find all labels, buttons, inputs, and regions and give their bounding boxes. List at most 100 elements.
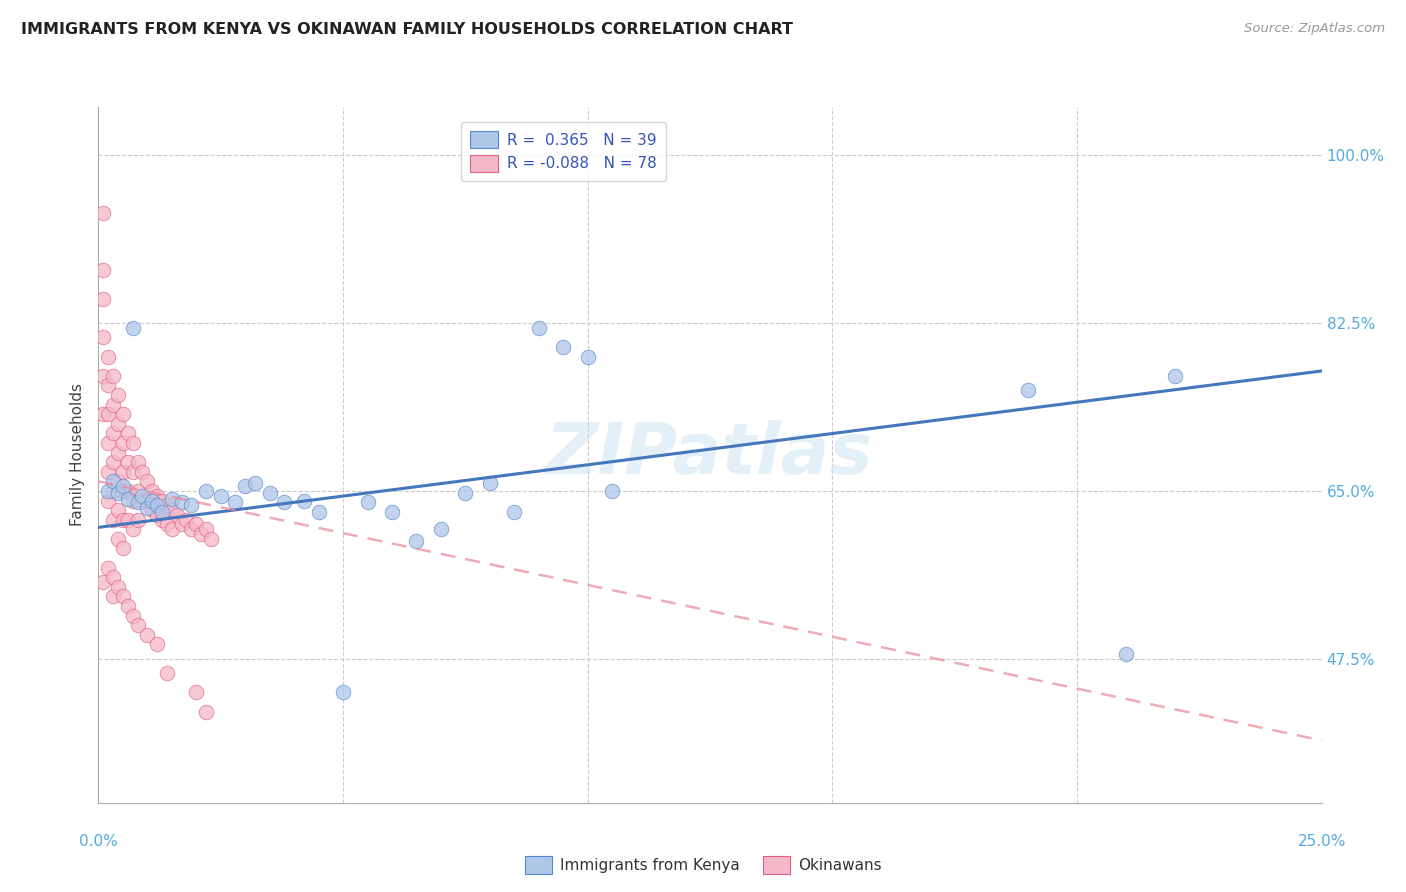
Point <box>141 503 163 517</box>
Point <box>146 498 169 512</box>
Point <box>111 541 134 556</box>
Point <box>91 368 114 383</box>
Point <box>107 388 129 402</box>
Text: IMMIGRANTS FROM KENYA VS OKINAWAN FAMILY HOUSEHOLDS CORRELATION CHART: IMMIGRANTS FROM KENYA VS OKINAWAN FAMILY… <box>21 22 793 37</box>
Point <box>150 513 173 527</box>
Point <box>176 513 198 527</box>
Point <box>111 513 134 527</box>
Point <box>600 483 623 498</box>
Point <box>111 407 134 421</box>
Point <box>141 483 163 498</box>
Point <box>156 666 179 681</box>
Point <box>170 495 193 509</box>
Point <box>97 483 120 498</box>
Point <box>146 637 169 651</box>
Point <box>356 495 378 509</box>
Text: Source: ZipAtlas.com: Source: ZipAtlas.com <box>1244 22 1385 36</box>
Point <box>117 491 139 506</box>
Point <box>1017 383 1039 397</box>
Point <box>195 522 218 536</box>
Point <box>121 320 143 334</box>
Point <box>186 685 208 699</box>
Point <box>131 465 153 479</box>
Point <box>117 455 139 469</box>
Point <box>111 465 134 479</box>
Point <box>101 513 124 527</box>
Point <box>107 475 129 489</box>
Point <box>160 491 183 506</box>
Point <box>1115 647 1137 661</box>
Point <box>107 417 129 431</box>
Point <box>97 350 120 364</box>
Y-axis label: Family Households: Family Households <box>70 384 86 526</box>
Point <box>195 483 218 498</box>
Point <box>107 532 129 546</box>
Point <box>91 263 114 277</box>
Point <box>91 292 114 306</box>
Point <box>200 532 222 546</box>
Legend: R =  0.365   N = 39, R = -0.088   N = 78: R = 0.365 N = 39, R = -0.088 N = 78 <box>461 121 665 181</box>
Point <box>243 476 266 491</box>
Point <box>166 508 188 522</box>
Point <box>136 493 159 508</box>
Point <box>121 608 143 623</box>
Text: 25.0%: 25.0% <box>1298 834 1346 849</box>
Point <box>121 522 143 536</box>
Point <box>259 485 281 500</box>
Point <box>454 485 477 500</box>
Point <box>1164 368 1187 383</box>
Point <box>195 705 218 719</box>
Point <box>308 505 330 519</box>
Point <box>91 575 114 590</box>
Point <box>180 498 202 512</box>
Point <box>127 618 149 632</box>
Point <box>430 522 453 536</box>
Point <box>127 483 149 498</box>
Point <box>107 580 129 594</box>
Point <box>121 436 143 450</box>
Point <box>150 505 173 519</box>
Point <box>527 320 550 334</box>
Point <box>97 465 120 479</box>
Point <box>156 498 179 512</box>
Point <box>146 508 169 522</box>
Legend: Immigrants from Kenya, Okinawans: Immigrants from Kenya, Okinawans <box>519 850 887 880</box>
Text: 0.0%: 0.0% <box>79 834 118 849</box>
Text: ZIPatlas: ZIPatlas <box>547 420 873 490</box>
Point <box>117 483 139 498</box>
Point <box>91 330 114 344</box>
Point <box>209 489 232 503</box>
Point <box>91 407 114 421</box>
Point <box>101 590 124 604</box>
Point <box>127 513 149 527</box>
Point <box>180 522 202 536</box>
Point <box>107 503 129 517</box>
Point <box>111 436 134 450</box>
Point <box>273 495 295 509</box>
Point <box>503 505 526 519</box>
Point <box>160 522 183 536</box>
Point <box>97 407 120 421</box>
Point <box>107 485 129 500</box>
Point <box>224 495 246 509</box>
Point <box>97 493 120 508</box>
Point <box>111 479 134 493</box>
Point <box>111 483 134 498</box>
Point <box>111 590 134 604</box>
Point <box>478 476 501 491</box>
Point <box>97 560 120 574</box>
Point <box>117 599 139 613</box>
Point <box>121 465 143 479</box>
Point <box>117 513 139 527</box>
Point <box>576 350 599 364</box>
Point <box>101 475 124 489</box>
Point <box>101 455 124 469</box>
Point <box>186 517 208 532</box>
Point <box>97 378 120 392</box>
Point <box>141 493 163 508</box>
Point <box>127 495 149 509</box>
Point <box>131 493 153 508</box>
Point <box>146 489 169 503</box>
Point <box>190 527 212 541</box>
Point <box>97 436 120 450</box>
